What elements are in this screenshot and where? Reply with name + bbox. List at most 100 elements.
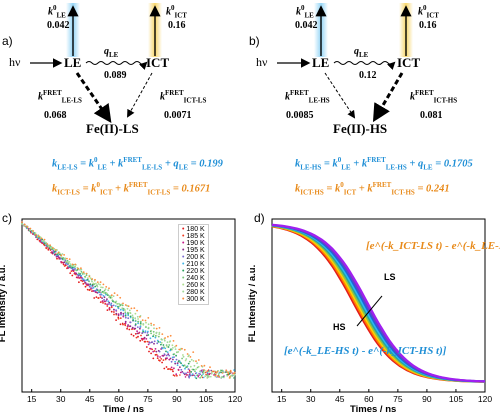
data-point xyxy=(54,253,56,256)
internal-conversion-arrow-b xyxy=(333,61,396,71)
noise-point xyxy=(202,370,205,372)
data-point xyxy=(100,286,102,289)
data-point xyxy=(175,358,178,361)
data-point xyxy=(71,266,74,269)
legend-label: 210 K xyxy=(186,261,205,268)
data-point xyxy=(126,307,129,310)
data-point xyxy=(78,277,81,279)
data-point xyxy=(21,221,23,224)
data-point xyxy=(155,331,158,334)
data-point xyxy=(96,281,99,283)
legend-marker: • xyxy=(182,226,187,233)
legend-marker: • xyxy=(182,282,187,289)
x-tick-label: 90 xyxy=(172,394,182,404)
data-point xyxy=(112,295,115,297)
data-point xyxy=(88,280,90,283)
data-point xyxy=(150,352,153,355)
noise-point xyxy=(213,372,216,375)
hs-expression: [e^(-k_LE-HS t) - e^(-k_ICT-HS t)] xyxy=(284,345,447,357)
data-point xyxy=(139,320,142,323)
data-point xyxy=(102,292,105,294)
internal-conversion-arrow xyxy=(85,61,148,71)
data-point xyxy=(127,317,130,320)
data-point xyxy=(77,267,79,270)
data-point xyxy=(130,333,133,336)
data-point xyxy=(169,340,172,343)
noise-point xyxy=(201,369,203,371)
data-point xyxy=(170,360,173,363)
data-point xyxy=(150,347,152,350)
data-point xyxy=(100,293,102,295)
data-point xyxy=(50,246,53,248)
data-point xyxy=(66,257,68,260)
data-point xyxy=(101,286,104,289)
noise-point xyxy=(193,374,196,377)
legend-label: 200 K xyxy=(186,254,205,261)
legend-item: • 190 K xyxy=(182,240,205,247)
data-point xyxy=(47,248,50,251)
data-point xyxy=(137,322,140,325)
data-point xyxy=(59,258,62,260)
data-point xyxy=(119,308,122,311)
data-point xyxy=(147,330,149,333)
data-point xyxy=(167,353,170,356)
data-point xyxy=(181,370,184,373)
chart-d-ylabel: FL Intensity / a.u. xyxy=(247,264,259,343)
data-point xyxy=(144,319,147,322)
data-point xyxy=(80,279,82,282)
data-point xyxy=(192,351,195,353)
data-point xyxy=(180,368,183,371)
data-point xyxy=(188,354,190,357)
data-point xyxy=(172,340,175,342)
k-le0-label: k0LE xyxy=(48,4,66,20)
data-point xyxy=(126,327,128,330)
data-point xyxy=(134,319,137,322)
data-point xyxy=(150,332,153,335)
data-point xyxy=(149,342,151,344)
noise-point xyxy=(221,369,224,372)
data-point xyxy=(135,336,138,339)
data-point xyxy=(127,305,130,308)
data-point xyxy=(127,314,130,317)
data-point xyxy=(194,370,196,373)
data-point xyxy=(128,328,131,331)
data-point xyxy=(187,368,190,370)
data-point xyxy=(63,265,66,267)
data-point xyxy=(190,371,193,373)
equation-ict-ls: kICT-LS = k0ICT + kFRETICT-LS = 0.1671 xyxy=(52,181,211,197)
data-point xyxy=(178,348,181,351)
data-point xyxy=(94,285,97,288)
data-point xyxy=(96,285,99,288)
data-point xyxy=(97,297,100,299)
data-point xyxy=(154,348,157,350)
data-point xyxy=(166,351,169,354)
legend-label: 260 K xyxy=(186,282,205,289)
data-point xyxy=(150,329,153,332)
data-point xyxy=(101,291,103,294)
legend-item: • 260 K xyxy=(182,282,205,289)
data-point xyxy=(155,334,158,337)
data-point xyxy=(158,333,161,336)
noise-point xyxy=(225,369,228,372)
data-point xyxy=(108,303,110,305)
legend-item: • 185 K xyxy=(182,233,205,240)
data-point xyxy=(71,274,74,277)
data-point xyxy=(117,317,120,320)
data-point xyxy=(64,259,67,262)
data-point xyxy=(64,257,66,260)
data-point xyxy=(46,243,49,245)
data-point xyxy=(158,331,161,334)
data-point xyxy=(106,309,109,311)
k-le-fret-label: kFRETLE-LS xyxy=(38,89,82,105)
data-point xyxy=(160,341,163,344)
data-point xyxy=(74,268,76,270)
chart-c-xlabel: Time / ns xyxy=(103,404,145,415)
data-point xyxy=(21,222,23,225)
noise-point xyxy=(189,371,191,373)
data-point xyxy=(39,241,42,243)
legend-item: • 195 K xyxy=(182,247,205,254)
data-point xyxy=(56,257,58,260)
data-point xyxy=(133,307,136,309)
